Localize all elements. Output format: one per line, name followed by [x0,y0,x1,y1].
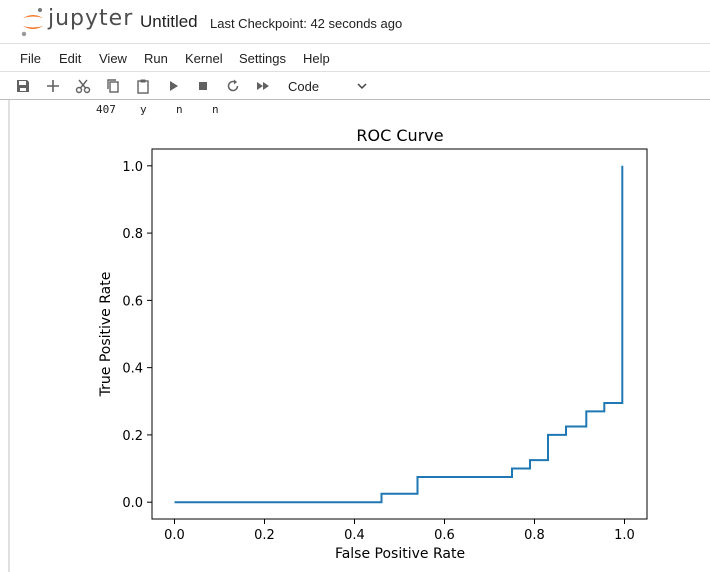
y-tick-label: 1.0 [122,160,143,175]
x-tick-label: 0.2 [254,528,275,543]
x-axis-ticks: 0.0 0.2 0.4 0.6 0.8 1.0 [164,519,635,543]
x-tick-label: 0.8 [524,528,545,543]
paste-icon[interactable] [134,77,152,95]
plot-frame [151,148,648,520]
fast-forward-icon[interactable] [254,77,272,95]
run-icon[interactable] [164,77,182,95]
chevron-down-icon [356,80,368,92]
menu-view[interactable]: View [99,51,127,66]
add-icon[interactable] [44,77,62,95]
cell-type-label: Code [288,79,320,94]
x-tick-label: 1.0 [614,528,635,543]
chart-title: ROC Curve [356,126,443,145]
y-tick-label: 0.4 [122,362,143,377]
menu-settings[interactable]: Settings [239,51,286,66]
output-token: 407 [96,103,116,116]
menu-help[interactable]: Help [303,51,330,66]
y-axis-label: True Positive Rate [98,272,114,398]
roc-chart: ROC Curve 0.0 0.2 0.4 0.6 0.8 1.0 0.00.20.40.… [98,126,648,562]
top-bar: jupyter Untitled Last Checkpoint: 42 sec… [0,0,710,44]
y-tick-label: 0.6 [122,294,143,309]
output-token: n [176,103,183,116]
restart-icon[interactable] [224,77,242,95]
toolbar: Code [0,72,710,100]
y-tick-label: 0.8 [122,227,143,242]
checkpoint-status: Last Checkpoint: 42 seconds ago [210,16,403,31]
x-tick-label: 0.6 [434,528,455,543]
menu-edit[interactable]: Edit [59,51,82,66]
cell-type-select[interactable]: Code [282,76,372,96]
notebook-title[interactable]: Untitled [140,12,198,31]
menu-bar: File Edit View Run Kernel Settings Help [0,44,710,72]
cut-icon[interactable] [74,77,92,95]
cell-collapser[interactable] [8,100,10,572]
output-token: n [212,103,219,116]
output-text-line: 407 y n n [96,103,219,181]
roc-curve-line [174,165,624,504]
y-tick-label: 0.0 [122,496,143,511]
stop-icon[interactable] [194,77,212,95]
menu-kernel[interactable]: Kernel [185,51,223,66]
menu-file[interactable]: File [20,51,41,66]
x-tick-label: 0.4 [344,528,365,543]
copy-icon[interactable] [104,77,122,95]
jupyter-logo-icon[interactable] [20,7,46,37]
notebook-content[interactable]: 407 y n n ROC Curve 0.0 0.2 0.4 0.6 0.8 1.0 0… [0,100,710,572]
jupyter-logo-text: jupyter [48,6,134,31]
output-token: y [140,103,147,116]
save-icon[interactable] [14,77,32,95]
x-tick-label: 0.0 [164,528,185,543]
menu-run[interactable]: Run [144,51,168,66]
x-axis-label: False Positive Rate [335,546,465,562]
y-tick-label: 0.2 [122,429,143,444]
y-axis-ticks: 0.0 0.2 0.4 0.6 0.8 1.0 [122,160,152,511]
